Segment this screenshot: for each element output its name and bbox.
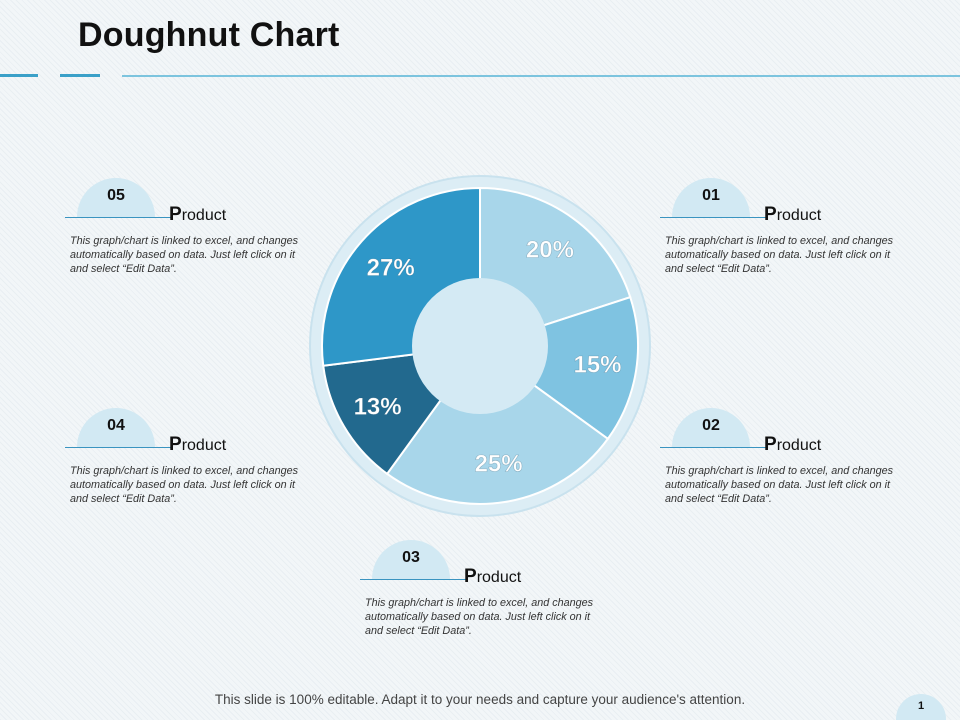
doughnut-chart: 20% 15% 25% 13% 27% bbox=[309, 175, 651, 517]
heading-rest: roduct bbox=[776, 207, 822, 224]
item-description: This graph/chart is linked to excel, and… bbox=[70, 465, 299, 505]
heading-rest: roduct bbox=[776, 437, 822, 454]
item-description: This graph/chart is linked to excel, and… bbox=[70, 235, 299, 275]
footer-note: This slide is 100% editable. Adapt it to… bbox=[214, 692, 746, 707]
heading-initial: P bbox=[464, 566, 477, 587]
connector-line bbox=[660, 447, 768, 448]
chart-labels: 20% 15% 25% 13% 27% bbox=[353, 236, 622, 478]
heading-rest: roduct bbox=[181, 207, 227, 224]
chart-data-label: 13% bbox=[354, 394, 402, 421]
title-rule-segment bbox=[60, 74, 100, 77]
product-item-04: 04 Product This graph/chart is linked to… bbox=[65, 408, 315, 528]
item-number: 03 bbox=[402, 549, 420, 566]
connector-line bbox=[65, 217, 173, 218]
item-description: This graph/chart is linked to excel, and… bbox=[665, 465, 894, 505]
page-number: 1 bbox=[917, 700, 925, 712]
connector-line bbox=[65, 447, 173, 448]
item-heading: Product bbox=[764, 204, 821, 226]
item-description: This graph/chart is linked to excel, and… bbox=[365, 597, 594, 637]
connector-line bbox=[360, 579, 468, 580]
chart-data-label: 25% bbox=[475, 451, 523, 478]
product-item-05: 05 Product This graph/chart is linked to… bbox=[65, 178, 315, 298]
product-item-01: 01 Product This graph/chart is linked to… bbox=[660, 178, 910, 298]
item-number: 01 bbox=[702, 187, 720, 204]
chart-data-label: 20% bbox=[526, 237, 574, 264]
page-title: Doughnut Chart bbox=[78, 16, 340, 54]
heading-rest: roduct bbox=[181, 437, 227, 454]
heading-initial: P bbox=[169, 434, 182, 455]
chart-slice-3 bbox=[385, 344, 610, 505]
item-number: 02 bbox=[702, 417, 720, 434]
item-heading: Product bbox=[169, 434, 226, 456]
chart-data-label: 15% bbox=[573, 352, 621, 379]
title-rule-segment bbox=[0, 74, 38, 77]
product-item-02: 02 Product This graph/chart is linked to… bbox=[660, 408, 910, 528]
heading-rest: roduct bbox=[476, 569, 522, 586]
chart-slice-2 bbox=[477, 295, 639, 441]
item-heading: Product bbox=[764, 434, 821, 456]
item-number: 05 bbox=[107, 187, 125, 204]
chart-center-hole bbox=[412, 278, 548, 414]
title-rule-long bbox=[122, 75, 960, 77]
item-number: 04 bbox=[107, 417, 125, 434]
item-description: This graph/chart is linked to excel, and… bbox=[665, 235, 894, 275]
item-heading: Product bbox=[169, 204, 226, 226]
heading-initial: P bbox=[169, 204, 182, 225]
heading-initial: P bbox=[764, 434, 777, 455]
chart-slices bbox=[321, 186, 639, 505]
item-heading: Product bbox=[464, 566, 521, 588]
heading-initial: P bbox=[764, 204, 777, 225]
chart-data-label: 27% bbox=[367, 254, 415, 281]
product-item-03: 03 Product This graph/chart is linked to… bbox=[360, 540, 610, 660]
connector-line bbox=[660, 217, 768, 218]
